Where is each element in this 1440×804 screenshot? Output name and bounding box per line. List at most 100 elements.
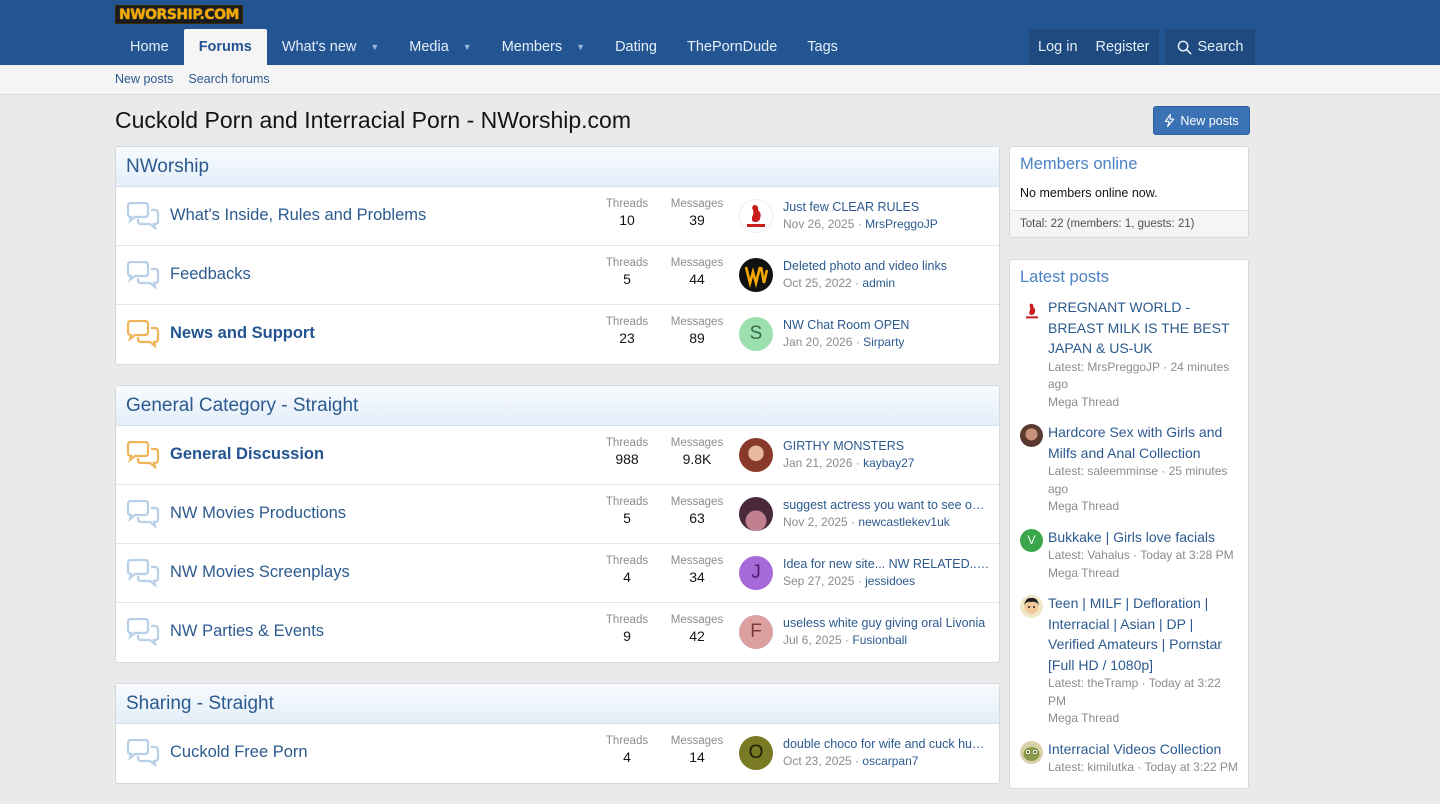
messages-label: Messages [670, 257, 724, 269]
widget-title[interactable]: Members online [1020, 155, 1138, 173]
avatar[interactable]: S [739, 317, 773, 351]
latest-post-forum[interactable]: Mega Thread [1048, 394, 1120, 409]
tab-forums[interactable]: Forums [183, 29, 267, 65]
avatar[interactable]: J [739, 556, 773, 590]
avatar[interactable]: O [739, 736, 773, 770]
avatar[interactable] [1020, 740, 1043, 764]
tab-label: Media [409, 39, 449, 55]
avatar[interactable] [739, 258, 773, 292]
online-totals: Total: 22 (members: 1, guests: 21) [1010, 210, 1248, 237]
search-button[interactable]: Search [1165, 29, 1256, 65]
new-posts-link[interactable]: New posts [115, 72, 174, 86]
chat-bubbles-unread-icon [125, 440, 161, 472]
avatar[interactable] [1020, 424, 1043, 447]
threads-count: 9 [623, 628, 631, 644]
latest-thread-link[interactable]: Deleted photo and video links [783, 259, 948, 273]
messages-stat: Messages 89 [662, 316, 732, 346]
chevron-down-icon[interactable]: ▼ [576, 42, 586, 52]
widget-title[interactable]: Latest posts [1020, 268, 1109, 286]
new-posts-button[interactable]: New posts [1153, 106, 1250, 135]
tab-dating[interactable]: Dating [600, 29, 672, 65]
threads-stat: Threads 9 [592, 614, 662, 644]
search-forums-link[interactable]: Search forums [188, 72, 270, 86]
latest-post-meta: Latest: saleemminse · 25 minutes ago [1048, 464, 1228, 496]
messages-count: 44 [689, 271, 705, 287]
latest-post-title[interactable]: Teen | MILF | Defloration | Interracial … [1048, 595, 1223, 673]
latest-user[interactable]: Sirparty [863, 335, 905, 349]
tab-theporndude[interactable]: ThePornDude [672, 29, 792, 65]
tab-whats-new[interactable]: What's new ▼ [267, 29, 394, 65]
category-block: General Category - Straight General Disc… [115, 385, 1000, 663]
login-button[interactable]: Log in [1038, 39, 1078, 55]
tab-label: Home [130, 39, 169, 55]
avatar[interactable]: F [739, 615, 773, 649]
category-block: NWorship What's Inside, Rules and Proble… [115, 146, 1000, 365]
forum-title[interactable]: What's Inside, Rules and Problems [170, 206, 427, 224]
latest-user[interactable]: Fusionball [852, 633, 908, 647]
latest-date: Oct 25, 2022 [783, 276, 852, 290]
site-logo[interactable]: NWORSHIP.COM [115, 5, 243, 24]
latest-user[interactable]: MrsPreggoJP [865, 217, 938, 231]
latest-user[interactable]: admin [862, 276, 896, 290]
category-title[interactable]: Sharing - Straight [126, 692, 274, 714]
latest-post-meta: Latest: kimilutka · Today at 3:22 PM [1048, 760, 1238, 774]
forum-title[interactable]: Cuckold Free Porn [170, 743, 308, 761]
avatar[interactable] [1020, 299, 1043, 322]
forum-title[interactable]: NW Movies Screenplays [170, 563, 350, 581]
latest-user[interactable]: jessidoes [865, 574, 916, 588]
avatar[interactable] [739, 199, 773, 233]
forum-title[interactable]: Feedbacks [170, 265, 251, 283]
latest-thread-link[interactable]: Idea for new site... NW RELATED....... [783, 557, 990, 571]
latest-post-title[interactable]: Hardcore Sex with Girls and Milfs and An… [1048, 424, 1223, 461]
chevron-down-icon[interactable]: ▼ [462, 42, 472, 52]
latest-thread-link[interactable]: Just few CLEAR RULES [783, 200, 920, 214]
latest-post-forum[interactable]: Mega Thread [1048, 711, 1120, 725]
latest-thread-link[interactable]: suggest actress you want to see on NW Mo… [783, 498, 990, 512]
avatar[interactable] [739, 438, 773, 472]
forum-title[interactable]: News and Support [170, 324, 315, 342]
tab-label: Members [501, 39, 563, 55]
latest-post-title[interactable]: Interracial Videos Collection [1048, 740, 1222, 757]
latest-post: useless white guy giving oral Livonia Ju… [783, 616, 990, 647]
messages-stat: Messages 44 [662, 257, 732, 287]
latest-user[interactable]: newcastlekev1uk [858, 515, 950, 529]
tab-home[interactable]: Home [115, 29, 184, 65]
messages-label: Messages [670, 198, 724, 210]
forum-list: NWorship What's Inside, Rules and Proble… [115, 146, 1000, 804]
forum-title[interactable]: NW Movies Productions [170, 504, 347, 522]
forum-node: News and Support Threads 23 Messages 89 S … [116, 305, 999, 364]
avatar[interactable]: V [1020, 528, 1043, 552]
threads-label: Threads [605, 437, 649, 449]
category-title[interactable]: NWorship [126, 155, 210, 177]
latest-thread-link[interactable]: useless white guy giving oral Livonia [783, 616, 986, 630]
forum-title[interactable]: NW Parties & Events [170, 622, 325, 640]
messages-label: Messages [670, 555, 724, 567]
tab-media[interactable]: Media ▼ [394, 29, 486, 65]
forum-node: Feedbacks Threads 5 Messages 44 Deleted ph… [116, 246, 999, 305]
latest-thread-link[interactable]: NW Chat Room OPEN [783, 318, 910, 332]
tab-tags[interactable]: Tags [792, 29, 853, 65]
tab-members[interactable]: Members ▼ [487, 29, 600, 65]
threads-label: Threads [605, 555, 649, 567]
latest-post-forum[interactable]: Mega Thread [1048, 565, 1120, 580]
messages-count: 14 [689, 749, 705, 765]
latest-thread-link[interactable]: GIRTHY MONSTERS [783, 439, 905, 453]
latest-post-title[interactable]: Bukkake | Girls love facials [1048, 528, 1216, 545]
threads-count: 4 [623, 569, 631, 585]
forum-title[interactable]: General Discussion [170, 445, 325, 463]
messages-stat: Messages 42 [662, 614, 732, 644]
latest-post-title[interactable]: PREGNANT WORLD - BREAST MILK IS THE BEST… [1048, 299, 1230, 356]
site-header: NWORSHIP.COM Home Forums What's new ▼ Med… [0, 0, 1440, 65]
chevron-down-icon[interactable]: ▼ [370, 42, 380, 52]
avatar[interactable] [1020, 595, 1043, 618]
latest-thread-link[interactable]: double choco for wife and cuck husband [783, 737, 990, 751]
avatar[interactable] [739, 497, 773, 531]
messages-stat: Messages 9.8K [662, 437, 732, 467]
category-title[interactable]: General Category - Straight [126, 394, 359, 416]
register-button[interactable]: Register [1095, 39, 1150, 55]
latest-user[interactable]: oscarpan7 [862, 754, 919, 768]
latest-post-forum[interactable]: Mega Thread [1048, 499, 1120, 513]
latest-post: GIRTHY MONSTERS Jan 21, 2026 · kaybay27 [783, 439, 990, 470]
threads-stat: Threads 5 [592, 496, 662, 526]
latest-user[interactable]: kaybay27 [863, 456, 915, 470]
